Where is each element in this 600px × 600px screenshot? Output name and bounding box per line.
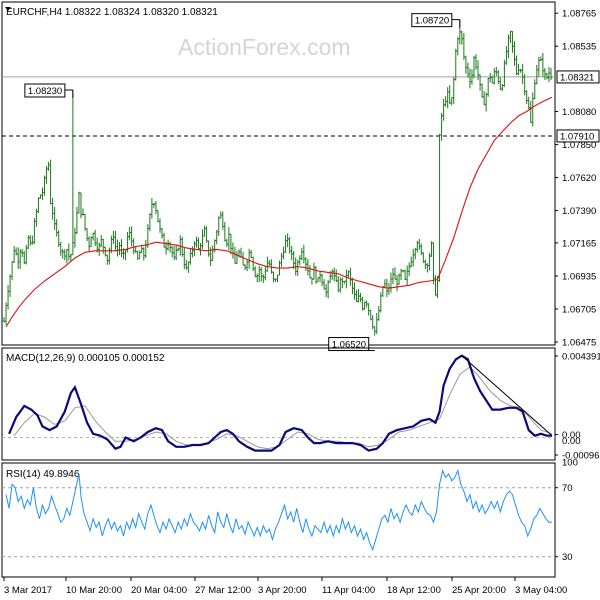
support-price-badge — [556, 129, 600, 143]
price-tick-label: 1.08765 — [562, 9, 596, 20]
price-annotations: 1.08230 1.08720 1.06520 — [24, 13, 461, 352]
price-annotation: 1.08720 — [411, 13, 461, 28]
rsi-line — [5, 468, 552, 552]
macd-main-line — [8, 354, 552, 452]
time-tick-label: 11 Apr 04:00 — [322, 585, 375, 596]
macd-signal-line — [13, 366, 553, 450]
rsi-axis: 100 70 30 — [555, 458, 578, 563]
price-tick-label: 1.06475 — [562, 338, 596, 349]
price-panel-frame — [1, 1, 556, 346]
macd-tick-label: 0.004391 — [562, 352, 600, 363]
price-tick-label: 1.08535 — [562, 42, 596, 53]
price-bar — [549, 67, 553, 81]
watermark: ActionForex.com — [178, 34, 351, 60]
support-price-badge-label: 1.07910 — [560, 131, 594, 142]
rsi-panel: RSI(14) 49.8946 100 70 30 — [1, 458, 578, 578]
price-badges: 1.08321 1.07910 — [556, 70, 600, 143]
time-axis: 3 Mar 2017 10 Mar 20:00 20 Mar 04:00 27 Mar… — [3, 577, 567, 596]
price-annotation-label: 1.08230 — [28, 86, 62, 97]
time-tick-label: 3 Mar 2017 — [4, 585, 52, 596]
rsi-panel-frame — [1, 462, 556, 578]
price-tick-label: 1.06935 — [562, 271, 596, 282]
price-panel-title: EURCHF,H4 1.08322 1.08324 1.08320 1.0832… — [6, 7, 218, 18]
macd-tick-label: 0.00 — [562, 436, 581, 447]
price-tick-label: 1.07390 — [562, 206, 596, 217]
time-tick-label: 10 Mar 20:00 — [66, 585, 122, 596]
collapse-arrow-icon[interactable] — [5, 7, 11, 11]
current-price-badge — [556, 70, 600, 84]
rsi-tick-label: 100 — [562, 458, 578, 469]
price-annotation: 1.08230 — [24, 83, 74, 98]
price-axis: 1.08765 1.08535 1.08080 1.07850 1.07620 1.073… — [555, 9, 596, 349]
price-tick-label: 1.06705 — [562, 304, 596, 315]
price-tick-label: 1.07620 — [562, 173, 596, 184]
macd-trendline — [461, 355, 553, 437]
rsi-panel-title: RSI(14) 49.8946 — [6, 469, 80, 480]
price-panel: EURCHF,H4 1.08322 1.08324 1.08320 1.0832… — [1, 1, 600, 352]
macd-panel: MACD(12,26,9) 0.000105 0.000152 0.004391… — [1, 347, 600, 462]
rsi-tick-label: 70 — [562, 483, 573, 494]
price-tick-label: 1.07850 — [562, 140, 596, 151]
macd-panel-frame — [1, 347, 556, 461]
time-tick-label: 25 Apr 20:00 — [452, 585, 506, 596]
current-price-badge-label: 1.08321 — [560, 72, 594, 83]
time-tick-label: 3 May 04:00 — [515, 585, 567, 596]
rsi-tick-label: 30 — [562, 552, 573, 563]
macd-panel-title: MACD(12,26,9) 0.000105 0.000152 — [6, 353, 165, 364]
price-annotation: 1.06520 — [328, 337, 375, 352]
price-tick-label: 1.07165 — [562, 238, 596, 249]
time-tick-label: 20 Mar 04:00 — [131, 585, 187, 596]
macd-axis: 0.004391 0.000.00 -0.000961 — [555, 352, 600, 462]
time-tick-label: 3 Apr 20:00 — [258, 585, 307, 596]
macd-tick-label: -0.000961 — [562, 451, 600, 462]
macd-tick-label: 0.00 — [562, 430, 581, 441]
price-annotation-label: 1.06520 — [332, 340, 366, 351]
price-annotation-label: 1.08720 — [415, 16, 449, 27]
price-tick-label: 1.08080 — [562, 107, 596, 118]
moving-average-line — [5, 96, 553, 328]
time-tick-label: 27 Mar 12:00 — [195, 585, 251, 596]
time-tick-label: 18 Apr 12:00 — [387, 585, 441, 596]
